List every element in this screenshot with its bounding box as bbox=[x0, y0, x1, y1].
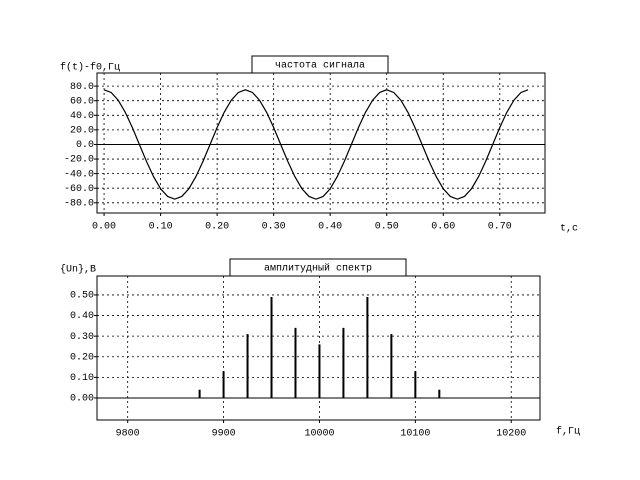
y-tick-label: 0.0 bbox=[76, 140, 94, 151]
x-tick-label: 10100 bbox=[400, 429, 430, 440]
x-tick-label: 0.70 bbox=[488, 222, 512, 233]
y-axis-label: {Un},B bbox=[60, 264, 96, 276]
x-tick-label: 0.50 bbox=[375, 222, 399, 233]
x-tick-label: 0.40 bbox=[318, 222, 342, 233]
y-tick-label: 40.0 bbox=[70, 111, 94, 122]
y-tick-label: -20.0 bbox=[64, 155, 94, 166]
y-tick-label: 0.30 bbox=[70, 332, 94, 343]
y-tick-label: 0.40 bbox=[70, 311, 94, 322]
chart-title: амплитудный спектр bbox=[264, 263, 372, 275]
title-box bbox=[229, 258, 407, 277]
x-tick-label: 10000 bbox=[304, 429, 334, 440]
x-tick-label: 10200 bbox=[496, 429, 526, 440]
y-axis-label: f(t)-f0,Гц bbox=[60, 62, 120, 74]
chart-title: частота сигнала bbox=[275, 61, 365, 72]
y-tick-label: 0.50 bbox=[70, 291, 94, 302]
y-tick-label: -60.0 bbox=[64, 184, 94, 195]
x-tick-label: 0.30 bbox=[262, 222, 286, 233]
y-tick-label: 80.0 bbox=[70, 82, 94, 93]
x-axis-label: t,с bbox=[560, 224, 578, 235]
title-box bbox=[251, 55, 389, 74]
y-tick-label: 60.0 bbox=[70, 96, 94, 107]
y-tick-label: 20.0 bbox=[70, 126, 94, 137]
x-tick-label: 9900 bbox=[212, 429, 236, 440]
y-tick-label: 0.00 bbox=[70, 394, 94, 405]
x-tick-label: 0.20 bbox=[205, 222, 229, 233]
x-tick-label: 0.00 bbox=[92, 222, 116, 233]
x-tick-label: 0.60 bbox=[431, 222, 455, 233]
x-tick-label: 0.10 bbox=[149, 222, 173, 233]
y-tick-label: 0.10 bbox=[70, 373, 94, 384]
x-tick-label: 9800 bbox=[116, 429, 140, 440]
x-axis-label: f,Гц bbox=[556, 426, 580, 438]
y-tick-label: -80.0 bbox=[64, 198, 94, 209]
line-series bbox=[103, 89, 529, 200]
y-tick-label: 0.20 bbox=[70, 352, 94, 363]
y-tick-label: -40.0 bbox=[64, 169, 94, 180]
